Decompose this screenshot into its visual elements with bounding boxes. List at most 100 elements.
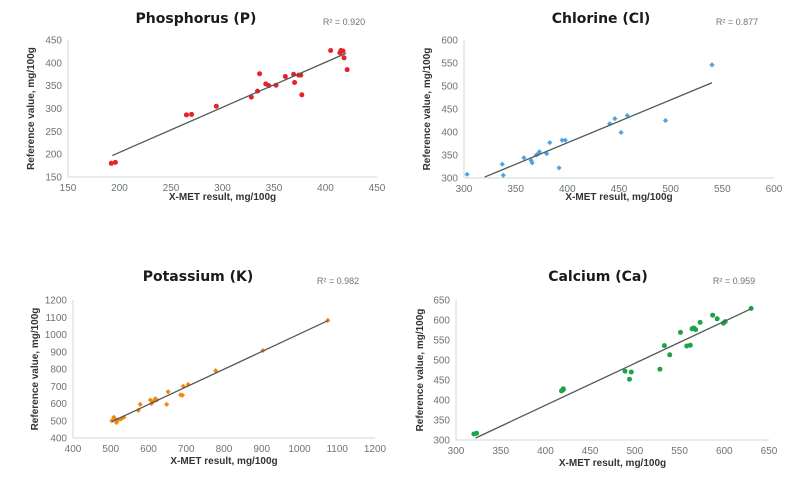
y-axis-label: Reference value, mg/100g <box>30 308 41 431</box>
data-point <box>693 327 699 333</box>
x-tick-label: 500 <box>662 184 679 195</box>
data-point <box>257 71 263 77</box>
y-tick-label: 350 <box>441 151 458 162</box>
chart-calcium: Calcium (Ca) R² = 0.959 300 350 400 450 500 550… <box>415 269 778 469</box>
data-point <box>164 401 170 407</box>
trendline <box>475 308 752 439</box>
trendline <box>112 52 347 157</box>
x-tick-label: 900 <box>253 444 270 455</box>
x-tick-label: 300 <box>214 183 231 194</box>
data-point <box>657 366 663 372</box>
data-point <box>118 416 124 422</box>
y-tick-label: 400 <box>441 128 458 139</box>
x-tick-label: 300 <box>448 446 465 457</box>
trendline <box>484 82 713 178</box>
data-point <box>544 151 550 157</box>
x-tick-label: 600 <box>716 446 733 457</box>
data-point <box>135 407 141 413</box>
x-tick-label: 250 <box>163 183 180 194</box>
y-tick-label: 650 <box>433 296 450 307</box>
x-axis-label: X-MET result, mg/100g <box>169 192 276 203</box>
data-point <box>299 92 305 98</box>
x-tick-label: 450 <box>369 183 386 194</box>
data-point <box>213 103 219 109</box>
x-tick-label: 350 <box>507 184 524 195</box>
data-point <box>464 171 470 177</box>
data-point <box>500 172 506 178</box>
data-point <box>618 129 624 136</box>
r-squared-label: R² = 0.920 <box>323 17 365 27</box>
data-point <box>137 401 143 407</box>
data-point <box>697 319 703 325</box>
y-tick-label: 150 <box>45 173 62 184</box>
y-tick-label: 500 <box>50 416 67 427</box>
data-point <box>147 397 153 403</box>
data-point <box>328 48 334 54</box>
chart-title: Phosphorus (P) <box>136 11 257 27</box>
y-axis-label: Reference value, mg/100g <box>26 47 37 170</box>
x-tick-label: 400 <box>317 183 334 194</box>
data-point <box>344 67 350 73</box>
data-point <box>111 414 117 420</box>
x-axis-label: X-MET result, mg/100g <box>170 456 277 467</box>
y-axis-label: Reference value, mg/100g <box>422 48 433 171</box>
y-axis-label: Reference value, mg/100g <box>415 309 426 432</box>
data-point <box>115 417 121 423</box>
data-point <box>661 343 667 349</box>
x-tick-label: 1000 <box>288 444 311 455</box>
y-tick-label: 450 <box>433 376 450 387</box>
y-tick-label: 250 <box>45 127 62 138</box>
y-tick-label: 600 <box>433 316 450 327</box>
data-point <box>185 381 191 388</box>
data-point <box>607 121 613 127</box>
data-point <box>536 149 543 155</box>
x-tick-label: 500 <box>627 446 644 457</box>
data-point <box>113 419 120 426</box>
r-squared-label: R² = 0.982 <box>317 276 359 286</box>
x-tick-label: 600 <box>766 184 783 195</box>
data-point <box>341 55 347 61</box>
x-tick-label: 550 <box>714 184 731 195</box>
x-tick-label: 1200 <box>364 444 387 455</box>
x-axis-label: X-MET result, mg/100g <box>565 192 672 203</box>
y-tick-label: 550 <box>433 336 450 347</box>
x-axis-label: X-MET result, mg/100g <box>559 458 666 469</box>
chart-chlorine: Chlorine (Cl) R² = 0.877 300 350 400 450 500 55… <box>422 11 783 203</box>
y-tick-label: 350 <box>433 416 450 427</box>
y-tick-label: 200 <box>45 150 62 161</box>
data-point <box>521 155 527 161</box>
data-point <box>547 139 553 146</box>
x-tick-label: 500 <box>102 444 119 455</box>
x-tick-label: 150 <box>60 183 77 194</box>
r-squared-label: R² = 0.877 <box>716 17 758 27</box>
data-point <box>179 392 186 398</box>
y-tick-label: 300 <box>433 436 450 447</box>
x-tick-label: 700 <box>178 444 195 455</box>
data-point <box>112 416 118 422</box>
data-point <box>714 316 720 322</box>
y-tick-label: 400 <box>433 396 450 407</box>
x-tick-label: 400 <box>537 446 554 457</box>
data-point <box>662 117 669 124</box>
x-tick-label: 450 <box>611 184 628 195</box>
data-point <box>529 160 535 166</box>
data-point <box>112 159 118 165</box>
x-tick-label: 650 <box>761 446 778 457</box>
chart-phosphorus: Phosphorus (P) R² = 0.920 150 200 250 300 350 4… <box>26 11 386 203</box>
x-tick-label: 400 <box>65 444 82 455</box>
y-tick-label: 550 <box>441 59 458 70</box>
data-point <box>556 165 562 171</box>
r-squared-label: R² = 0.959 <box>713 276 755 286</box>
data-point <box>282 74 288 80</box>
y-tick-label: 350 <box>45 81 62 92</box>
data-point <box>562 137 568 143</box>
x-tick-label: 600 <box>140 444 157 455</box>
trendline <box>111 320 329 423</box>
data-point <box>687 342 693 348</box>
data-point <box>560 387 566 393</box>
x-tick-label: 350 <box>266 183 283 194</box>
data-point <box>628 369 634 375</box>
data-point <box>108 160 114 166</box>
x-tick-label: 800 <box>216 444 233 455</box>
